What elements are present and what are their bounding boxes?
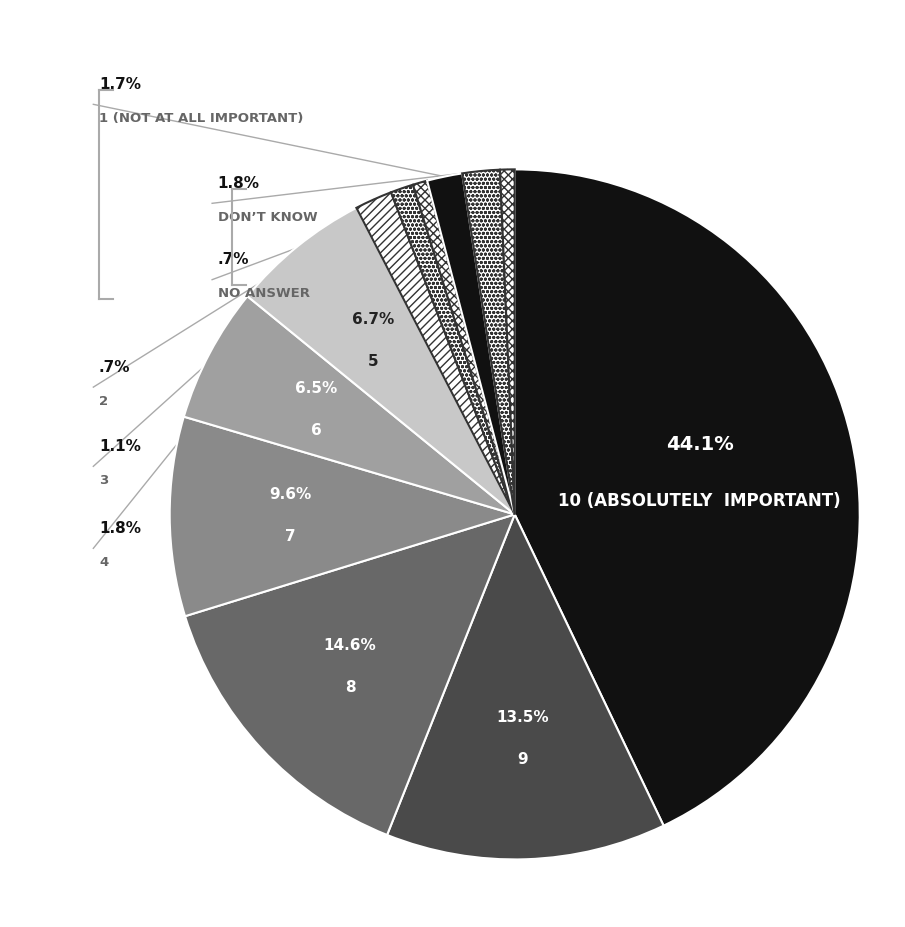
Text: 44.1%: 44.1% xyxy=(666,435,734,453)
Wedge shape xyxy=(170,416,515,616)
Wedge shape xyxy=(387,514,663,859)
Text: 2: 2 xyxy=(99,395,108,408)
Wedge shape xyxy=(247,208,515,514)
Text: 9.6%: 9.6% xyxy=(270,487,311,502)
Text: 10 (ABSOLUTELY  IMPORTANT): 10 (ABSOLUTELY IMPORTANT) xyxy=(558,491,841,510)
Wedge shape xyxy=(357,192,515,514)
Text: 8: 8 xyxy=(345,680,356,695)
Text: 1.7%: 1.7% xyxy=(99,77,141,92)
Text: 6.7%: 6.7% xyxy=(352,311,395,326)
Text: NO ANSWER: NO ANSWER xyxy=(218,287,310,300)
Text: .7%: .7% xyxy=(99,360,130,375)
Wedge shape xyxy=(391,184,515,514)
Text: 1.8%: 1.8% xyxy=(218,176,260,191)
Wedge shape xyxy=(185,514,515,835)
Text: 1 (NOT AT ALL IMPORTANT): 1 (NOT AT ALL IMPORTANT) xyxy=(99,112,303,125)
Text: 6: 6 xyxy=(311,424,322,438)
Wedge shape xyxy=(413,181,515,514)
Text: 1.1%: 1.1% xyxy=(99,439,141,454)
Wedge shape xyxy=(184,297,515,514)
Text: 13.5%: 13.5% xyxy=(496,710,548,725)
Text: 9: 9 xyxy=(517,753,528,768)
Wedge shape xyxy=(427,173,515,514)
Text: 7: 7 xyxy=(285,529,296,544)
Text: 3: 3 xyxy=(99,474,109,487)
Text: 1.8%: 1.8% xyxy=(99,521,141,536)
Text: 5: 5 xyxy=(368,354,379,369)
Text: 14.6%: 14.6% xyxy=(324,638,376,653)
Text: 6.5%: 6.5% xyxy=(295,381,338,396)
Wedge shape xyxy=(515,170,860,826)
Text: DON’T KNOW: DON’T KNOW xyxy=(218,211,318,224)
Wedge shape xyxy=(462,170,515,514)
Text: .7%: .7% xyxy=(218,252,249,267)
Text: 4: 4 xyxy=(99,556,109,569)
Wedge shape xyxy=(500,170,515,514)
